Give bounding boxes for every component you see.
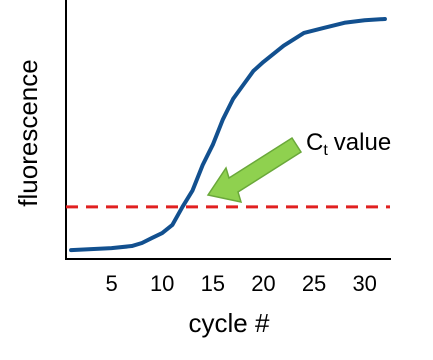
annotation: Ct value	[306, 129, 391, 159]
y-axis-title: fluorescence	[13, 59, 43, 206]
x-tick-label: 5	[105, 271, 117, 296]
x-tick-label: 25	[302, 271, 326, 296]
annotation-sub: t	[323, 142, 328, 159]
annotation-rest: value	[334, 129, 391, 156]
x-tick-label: 20	[251, 271, 275, 296]
data-line	[69, 16, 387, 253]
annotation-arrow	[206, 136, 303, 203]
annotation-main: C	[306, 129, 323, 156]
x-tick-label: 30	[352, 271, 376, 296]
x-axis-title: cycle #	[189, 308, 270, 338]
x-tick-label: 15	[201, 271, 225, 296]
x-tick-label: 10	[150, 271, 174, 296]
